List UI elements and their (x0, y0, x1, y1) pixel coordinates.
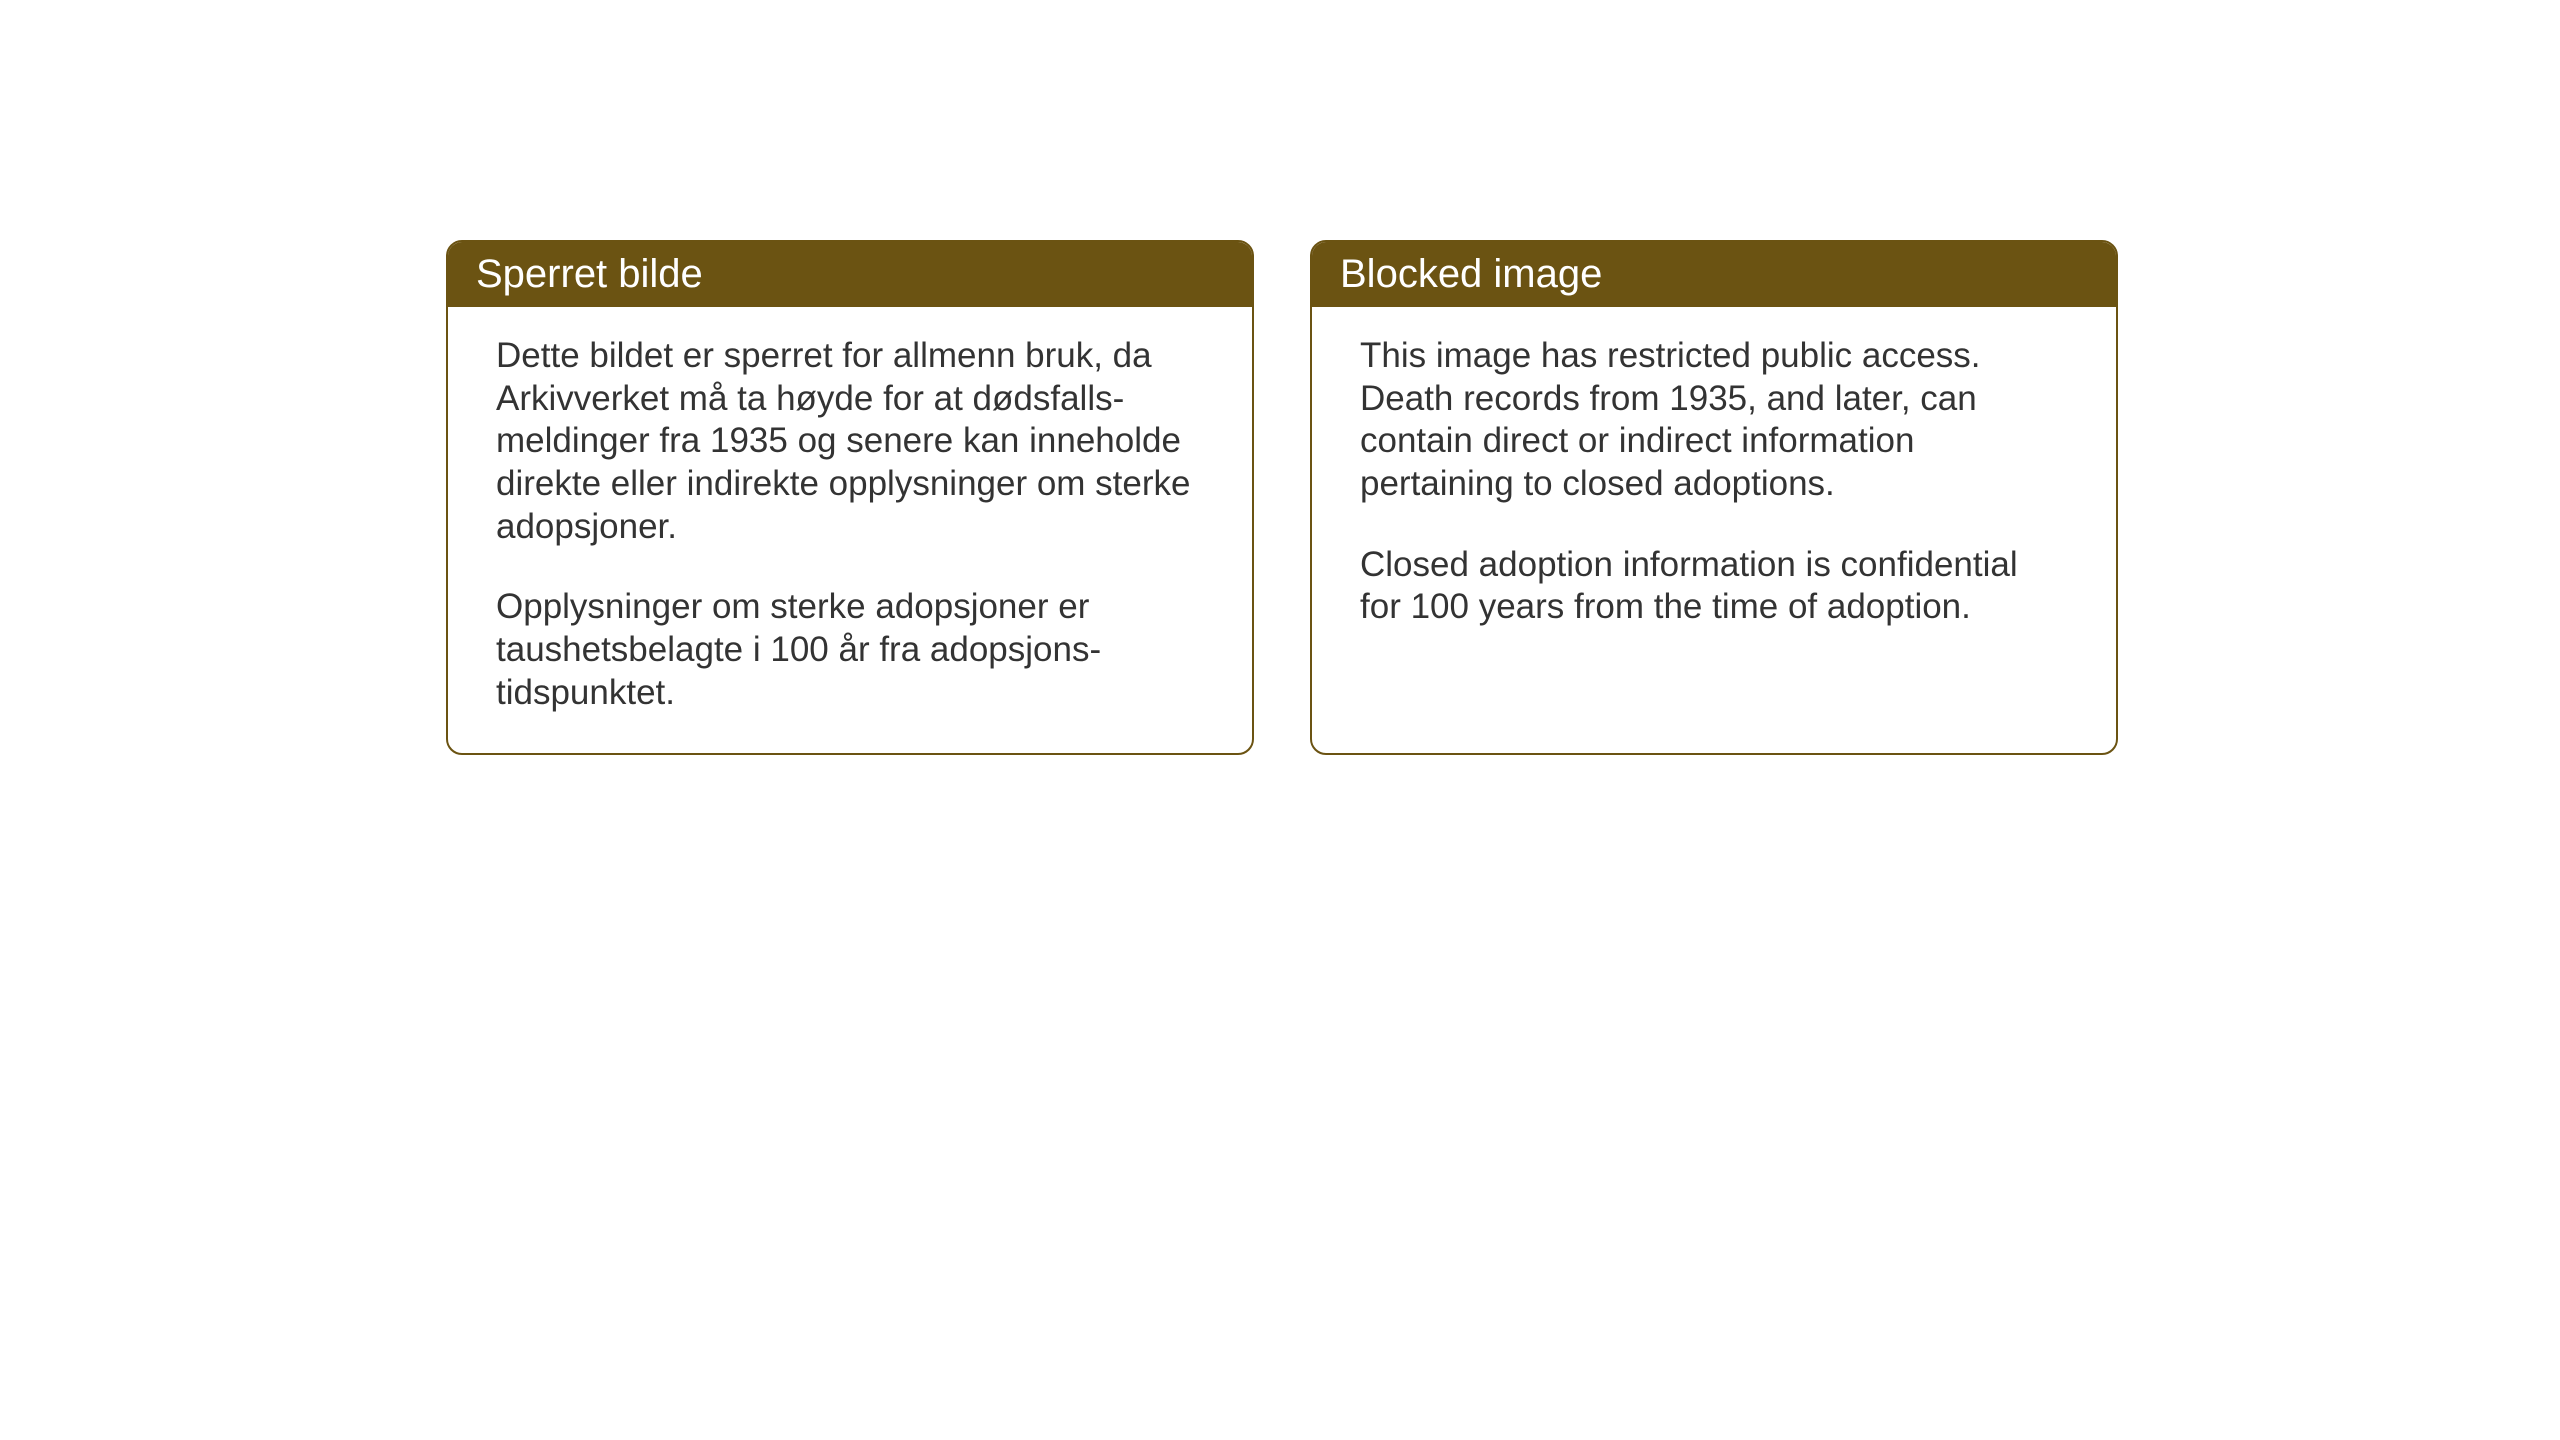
card-header-norwegian: Sperret bilde (448, 242, 1252, 307)
card-body-norwegian: Dette bildet er sperret for allmenn bruk… (448, 307, 1252, 753)
card-body-english: This image has restricted public access.… (1312, 307, 2116, 667)
card-paragraph: This image has restricted public access.… (1360, 335, 2068, 506)
card-norwegian: Sperret bilde Dette bildet er sperret fo… (446, 240, 1254, 755)
card-paragraph: Closed adoption information is confident… (1360, 544, 2068, 629)
card-english: Blocked image This image has restricted … (1310, 240, 2118, 755)
card-title: Sperret bilde (476, 252, 703, 296)
card-header-english: Blocked image (1312, 242, 2116, 307)
card-paragraph: Opplysninger om sterke adopsjoner er tau… (496, 586, 1204, 714)
card-paragraph: Dette bildet er sperret for allmenn bruk… (496, 335, 1204, 548)
cards-container: Sperret bilde Dette bildet er sperret fo… (446, 240, 2118, 755)
card-title: Blocked image (1340, 252, 1602, 296)
